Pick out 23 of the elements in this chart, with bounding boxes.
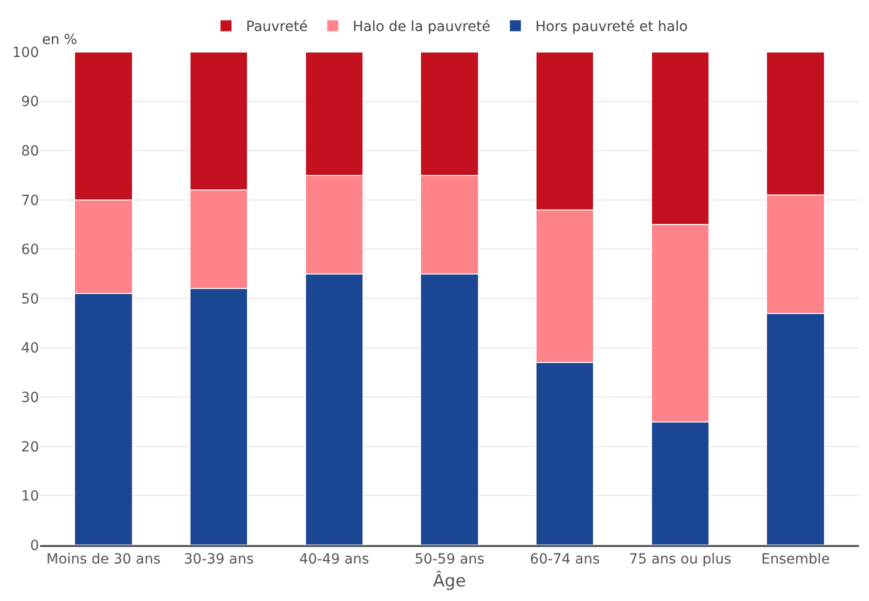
x-tick-label: Ensemble <box>761 552 830 568</box>
y-tick-label: 0 <box>30 538 39 554</box>
legend-label: Pauvreté <box>246 19 308 36</box>
y-axis-title: en % <box>42 32 78 48</box>
y-tick-label: 30 <box>21 390 39 406</box>
y-tick-label: 60 <box>21 242 39 258</box>
y-tick-label: 90 <box>21 94 39 110</box>
x-tick-label: 30-39 ans <box>184 552 254 568</box>
y-tick-label: 20 <box>21 439 39 456</box>
x-tick-label: 40-49 ans <box>299 552 370 568</box>
x-tick-label: 60-74 ans <box>530 552 600 568</box>
legend-label: Hors pauvreté et halo <box>535 19 688 36</box>
y-tick-label: 100 <box>12 44 39 61</box>
x-tick-label: 50-59 ans <box>414 552 484 568</box>
x-tick-label: Moins de 30 ans <box>46 552 161 568</box>
legend-label: Halo de la pauvreté <box>352 19 490 36</box>
y-tick-label: 10 <box>21 488 39 505</box>
x-tick-label: 75 ans ou plus <box>629 552 732 568</box>
y-tick-label: 80 <box>21 144 39 160</box>
y-tick-label: 50 <box>21 291 39 308</box>
x-axis-title: Âge <box>433 570 466 592</box>
y-tick-label: 70 <box>21 192 39 209</box>
y-tick-label: 40 <box>21 340 39 357</box>
